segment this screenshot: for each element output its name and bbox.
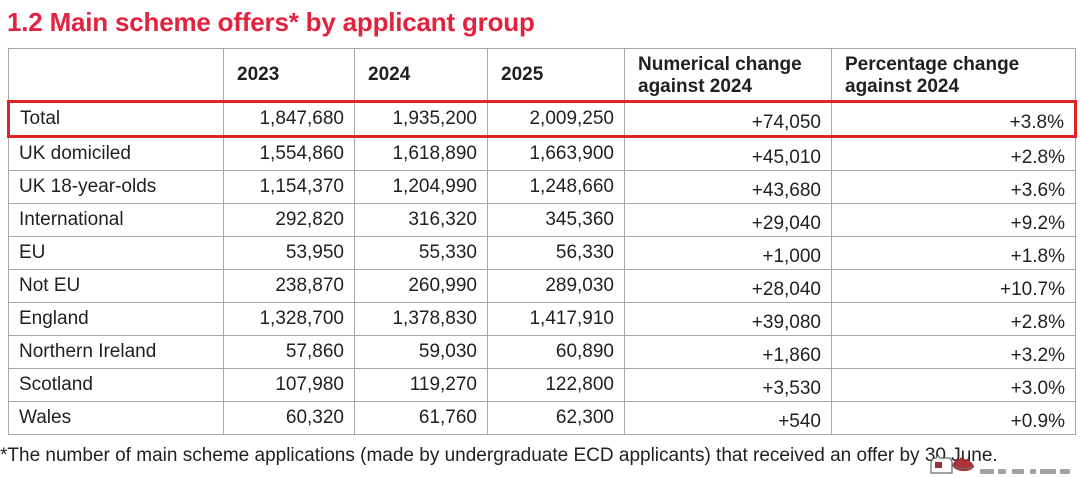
table-row: UK domiciled 1,554,860 1,618,890 1,663,900 +…: [8, 135, 1076, 171]
value-cell-2024: 260,990: [354, 268, 488, 303]
value-cell-2024: 1,204,990: [354, 169, 488, 204]
table-row: Total 1,847,680 1,935,200 2,009,250 +74,050 +…: [7, 99, 1077, 138]
row-label-cell: International: [8, 202, 224, 237]
value-cell-2024: 61,760: [354, 400, 488, 435]
table-row: UK 18-year-olds 1,154,370 1,204,990 1,248,6…: [8, 169, 1076, 204]
value-cell-2024: 55,330: [354, 235, 488, 270]
value-cell-2025: 56,330: [487, 235, 625, 270]
numerical-change-cell: +1,000: [624, 235, 832, 270]
header-2023: 2023: [223, 48, 355, 102]
row-label-cell: EU: [8, 235, 224, 270]
value-cell-2025: 1,248,660: [487, 169, 625, 204]
value-cell-2025: 1,417,910: [487, 301, 625, 336]
value-cell-2023: 53,950: [223, 235, 355, 270]
value-cell-2025: 60,890: [487, 334, 625, 369]
value-cell-2025: 62,300: [487, 400, 625, 435]
table-body: Total 1,847,680 1,935,200 2,009,250 +74,050 +…: [7, 99, 1077, 435]
value-cell-2024: 59,030: [354, 334, 488, 369]
header-empty: [8, 48, 224, 102]
numerical-change-cell: +45,010: [624, 135, 832, 171]
percentage-change-cell: +0.9%: [831, 400, 1076, 435]
value-cell-2023: 60,320: [223, 400, 355, 435]
value-cell-2024: 1,935,200: [354, 99, 488, 138]
numerical-change-cell: +43,680: [624, 169, 832, 204]
value-cell-2023: 292,820: [223, 202, 355, 237]
row-label-cell: Total: [7, 99, 224, 138]
percentage-change-cell: +3.0%: [831, 367, 1076, 402]
numerical-change-cell: +39,080: [624, 301, 832, 336]
table-header: 2023 2024 2025 Numerical change against …: [8, 48, 1076, 102]
header-percentage-change: Percentage change against 2024: [831, 48, 1076, 102]
value-cell-2023: 1,154,370: [223, 169, 355, 204]
value-cell-2024: 316,320: [354, 202, 488, 237]
header-2024: 2024: [354, 48, 488, 102]
numerical-change-cell: +74,050: [624, 99, 832, 138]
offers-table: 2023 2024 2025 Numerical change against …: [7, 48, 1077, 435]
header-numerical-change: Numerical change against 2024: [624, 48, 832, 102]
value-cell-2025: 345,360: [487, 202, 625, 237]
table-row: Wales 60,320 61,760 62,300 +540 +0.9%: [8, 400, 1076, 435]
value-cell-2024: 1,618,890: [354, 135, 488, 171]
value-cell-2023: 1,328,700: [223, 301, 355, 336]
value-cell-2025: 289,030: [487, 268, 625, 303]
percentage-change-cell: +9.2%: [831, 202, 1076, 237]
table-row: International 292,820 316,320 345,360 +29,04…: [8, 202, 1076, 237]
value-cell-2025: 1,663,900: [487, 135, 625, 171]
value-cell-2023: 107,980: [223, 367, 355, 402]
value-cell-2024: 119,270: [354, 367, 488, 402]
percentage-change-cell: +2.8%: [831, 135, 1076, 171]
value-cell-2025: 122,800: [487, 367, 625, 402]
row-label-cell: Not EU: [8, 268, 224, 303]
watermark-logo: [930, 453, 1070, 474]
page-title: 1.2 Main scheme offers* by applicant gro…: [7, 7, 535, 37]
table-row: Northern Ireland 57,860 59,030 60,890 +1,860…: [8, 334, 1076, 369]
footnote: *The number of main scheme applications …: [0, 444, 998, 466]
row-label-cell: Northern Ireland: [8, 334, 224, 369]
row-label-cell: UK domiciled: [8, 135, 224, 171]
percentage-change-cell: +3.8%: [831, 99, 1077, 138]
numerical-change-cell: +28,040: [624, 268, 832, 303]
percentage-change-cell: +2.8%: [831, 301, 1076, 336]
row-label-cell: UK 18-year-olds: [8, 169, 224, 204]
percentage-change-cell: +3.2%: [831, 334, 1076, 369]
table-row: Scotland 107,980 119,270 122,800 +3,530 +3.0%: [8, 367, 1076, 402]
numerical-change-cell: +540: [624, 400, 832, 435]
value-cell-2023: 238,870: [223, 268, 355, 303]
header-2025: 2025: [487, 48, 625, 102]
row-label-cell: Scotland: [8, 367, 224, 402]
percentage-change-cell: +3.6%: [831, 169, 1076, 204]
numerical-change-cell: +29,040: [624, 202, 832, 237]
numerical-change-cell: +3,530: [624, 367, 832, 402]
value-cell-2023: 1,847,680: [223, 99, 355, 138]
table-row: Not EU 238,870 260,990 289,030 +28,040 +10.7%: [8, 268, 1076, 303]
row-label-cell: England: [8, 301, 224, 336]
percentage-change-cell: +1.8%: [831, 235, 1076, 270]
header-row: 2023 2024 2025 Numerical change against …: [8, 48, 1076, 102]
value-cell-2023: 1,554,860: [223, 135, 355, 171]
table-row: England 1,328,700 1,378,830 1,417,910 +39,08…: [8, 301, 1076, 336]
value-cell-2024: 1,378,830: [354, 301, 488, 336]
percentage-change-cell: +10.7%: [831, 268, 1076, 303]
row-label-cell: Wales: [8, 400, 224, 435]
value-cell-2025: 2,009,250: [487, 99, 625, 138]
value-cell-2023: 57,860: [223, 334, 355, 369]
table-row: EU 53,950 55,330 56,330 +1,000 +1.8%: [8, 235, 1076, 270]
numerical-change-cell: +1,860: [624, 334, 832, 369]
